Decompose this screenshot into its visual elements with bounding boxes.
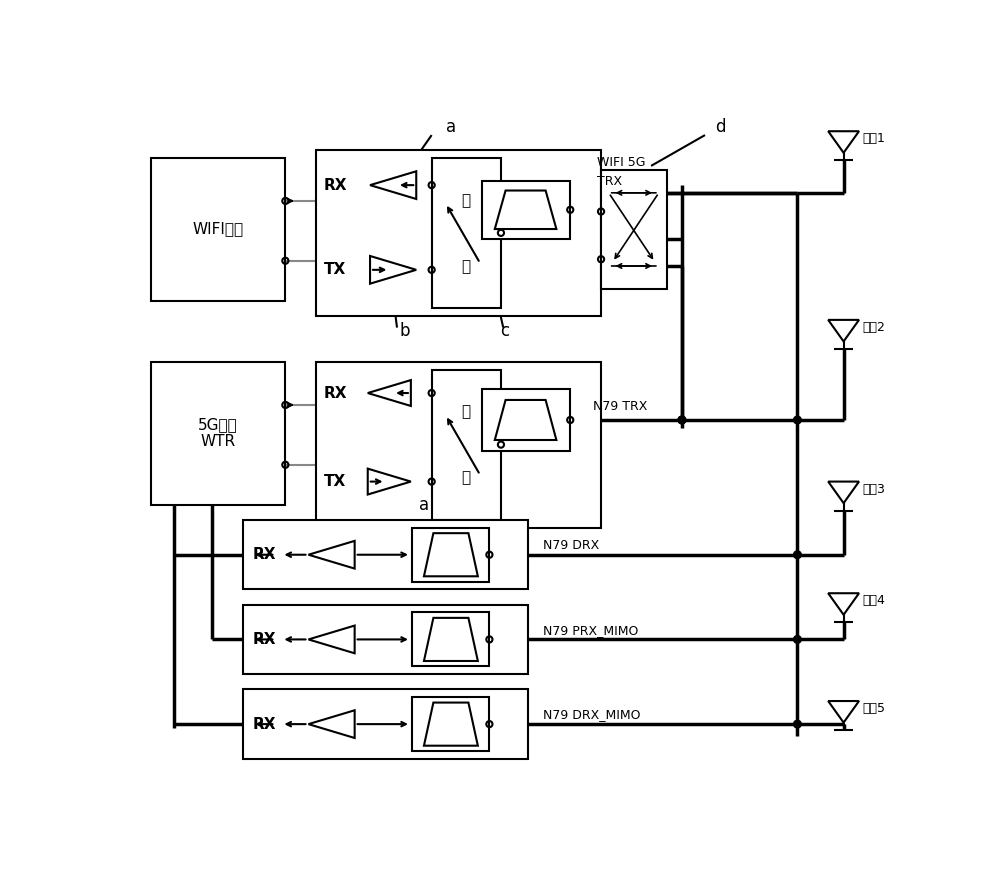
Bar <box>316 362 601 527</box>
Bar <box>243 689 528 759</box>
Circle shape <box>794 551 801 559</box>
Circle shape <box>678 416 686 424</box>
Text: WIFI芯片: WIFI芯片 <box>192 222 243 236</box>
Bar <box>432 370 501 520</box>
Text: 开: 开 <box>462 404 471 420</box>
Text: RX: RX <box>324 177 347 193</box>
Polygon shape <box>828 481 859 503</box>
Polygon shape <box>828 594 859 614</box>
Polygon shape <box>370 256 416 283</box>
Bar <box>412 613 489 667</box>
Text: 天线2: 天线2 <box>863 321 886 334</box>
Text: RX: RX <box>252 632 276 647</box>
Text: a: a <box>446 118 456 136</box>
Polygon shape <box>424 534 478 576</box>
Polygon shape <box>368 468 411 494</box>
Text: 天线4: 天线4 <box>863 594 886 607</box>
Circle shape <box>794 416 801 424</box>
Text: b: b <box>399 322 410 341</box>
Polygon shape <box>495 400 556 440</box>
Bar <box>412 527 489 581</box>
Polygon shape <box>368 380 411 406</box>
Text: 5G芯片
WTR: 5G芯片 WTR <box>198 417 237 449</box>
Polygon shape <box>370 171 416 199</box>
Text: c: c <box>500 322 509 341</box>
Text: TX: TX <box>324 262 346 277</box>
Polygon shape <box>828 131 859 153</box>
Text: d: d <box>715 118 726 136</box>
Bar <box>243 605 528 674</box>
Text: N79 DRX: N79 DRX <box>543 539 600 552</box>
Polygon shape <box>828 320 859 342</box>
Text: RX: RX <box>252 717 276 732</box>
Text: 关: 关 <box>462 259 471 274</box>
Bar <box>432 158 501 308</box>
Bar <box>601 169 666 289</box>
Text: 天线1: 天线1 <box>863 132 886 145</box>
Circle shape <box>794 720 801 728</box>
Text: N79 DRX_MIMO: N79 DRX_MIMO <box>543 708 641 721</box>
Text: 开: 开 <box>462 193 471 208</box>
Bar <box>243 520 528 589</box>
Bar <box>151 158 285 301</box>
Text: RX: RX <box>252 547 276 562</box>
Polygon shape <box>424 618 478 661</box>
Circle shape <box>794 635 801 643</box>
Bar <box>412 697 489 751</box>
Polygon shape <box>308 710 355 738</box>
Text: WIFI 5G: WIFI 5G <box>597 156 646 169</box>
Circle shape <box>678 416 686 424</box>
Polygon shape <box>828 701 859 723</box>
Polygon shape <box>424 702 478 746</box>
Text: 天线5: 天线5 <box>863 702 886 715</box>
Text: TX: TX <box>324 474 346 489</box>
Text: a: a <box>419 495 429 514</box>
Text: N79 PRX_MIMO: N79 PRX_MIMO <box>543 624 639 637</box>
Polygon shape <box>308 541 355 568</box>
Text: TRX: TRX <box>597 175 622 188</box>
Text: 天线3: 天线3 <box>863 483 886 496</box>
Bar <box>482 182 570 239</box>
Bar <box>482 389 570 451</box>
Polygon shape <box>308 626 355 653</box>
Text: RX: RX <box>324 386 347 401</box>
Text: N79 TRX: N79 TRX <box>593 400 647 413</box>
Bar <box>151 362 285 505</box>
Polygon shape <box>495 190 556 229</box>
Bar <box>316 150 601 316</box>
Text: 关: 关 <box>462 470 471 486</box>
